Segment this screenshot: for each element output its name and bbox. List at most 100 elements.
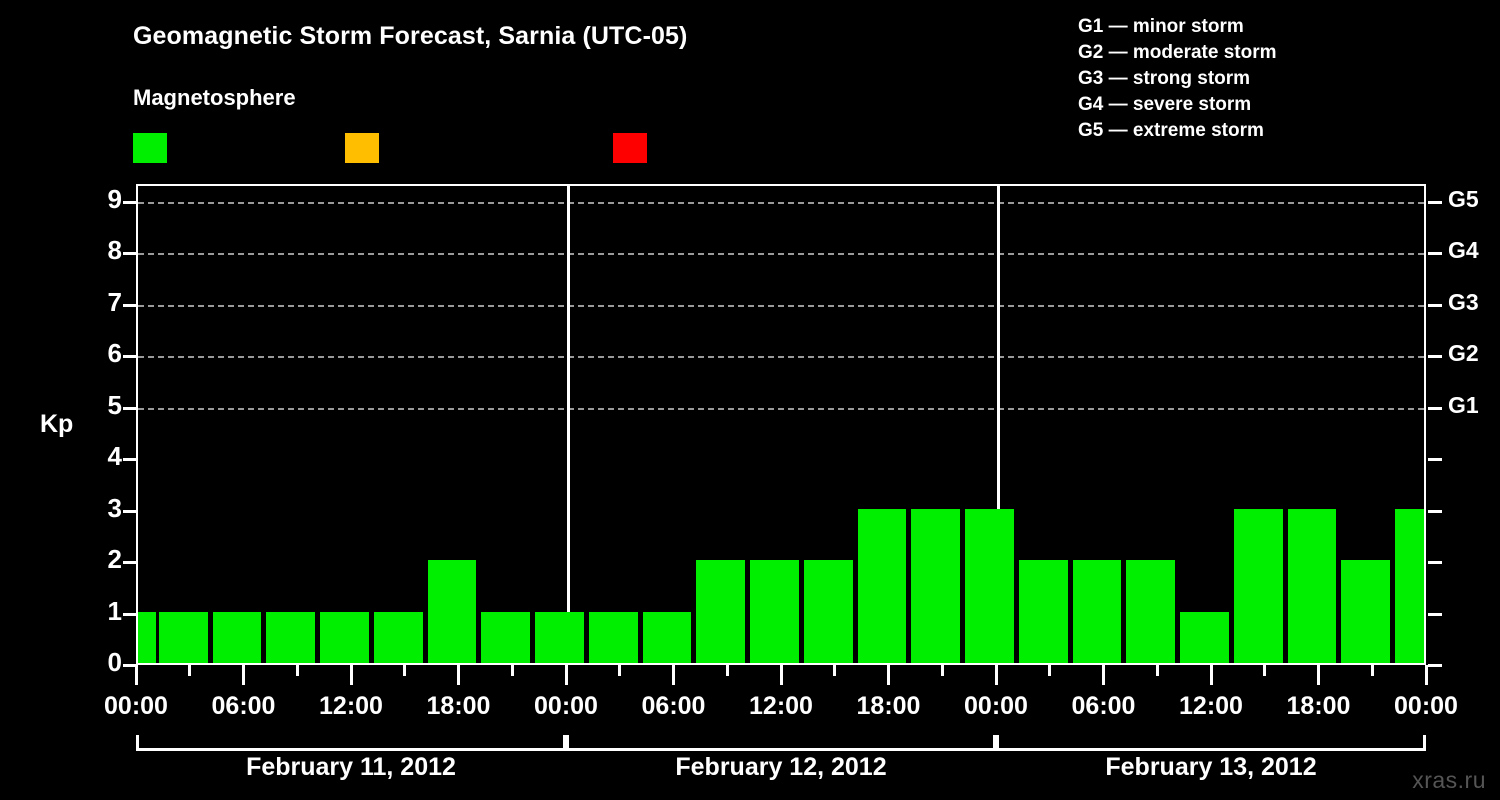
- kp-bar: [158, 611, 208, 663]
- g-axis-label: G5: [1448, 185, 1479, 212]
- kp-bar: [588, 611, 638, 663]
- watermark: xras.ru: [1412, 767, 1486, 793]
- x-tick-label: 18:00: [1286, 692, 1351, 720]
- y-tick-right: [1428, 664, 1442, 667]
- kp-bar: [266, 611, 316, 663]
- kp-bar: [212, 611, 262, 663]
- day-label: February 13, 2012: [1105, 753, 1317, 781]
- y-tick: [123, 252, 136, 255]
- y-tick: [123, 406, 136, 410]
- kp-bar: [1395, 508, 1424, 663]
- x-tick: [887, 665, 890, 685]
- x-tick-label: 06:00: [1071, 692, 1136, 720]
- kp-bar: [535, 611, 584, 663]
- x-tick-label: 06:00: [641, 692, 706, 720]
- y-tick-label: 3: [107, 492, 122, 523]
- x-tick: [188, 665, 192, 676]
- x-tick: [833, 665, 837, 676]
- y-tick-label: 2: [107, 544, 122, 574]
- gridline: [138, 201, 1424, 204]
- x-tick-label: 18:00: [856, 692, 921, 720]
- x-tick: [242, 665, 245, 685]
- legend-label: — quiet: [178, 134, 255, 157]
- storm-swatch: [613, 133, 647, 163]
- y-tick-right: [1428, 355, 1442, 358]
- y-tick-right: [1428, 252, 1442, 255]
- x-tick-label: 00:00: [104, 692, 168, 720]
- y-tick-right: [1428, 200, 1442, 204]
- g-legend-row: G4 — severe storm: [1078, 94, 1252, 115]
- y-axis-title: Kp: [40, 410, 74, 438]
- y-tick-label: 6: [107, 338, 122, 368]
- y-tick: [123, 561, 136, 564]
- x-tick-label: 12:00: [1179, 692, 1243, 720]
- kp-bar: [1180, 611, 1229, 663]
- x-tick: [1317, 665, 1320, 685]
- y-tick: [123, 355, 136, 358]
- y-tick-label: 5: [107, 389, 122, 420]
- y-tick: [123, 612, 136, 616]
- gridline: [138, 304, 1424, 307]
- kp-bar: [1072, 560, 1122, 663]
- plot-area: [136, 184, 1426, 665]
- g-axis-label: G2: [1448, 340, 1479, 366]
- y-tick-label: 7: [107, 286, 122, 317]
- x-tick: [1155, 665, 1159, 676]
- kp-bar: [373, 611, 423, 663]
- y-tick-label: 1: [107, 595, 122, 626]
- y-tick-label: 4: [107, 441, 122, 471]
- quiet-swatch: [133, 133, 167, 163]
- g-legend-row: G1 — minor storm: [1078, 16, 1244, 37]
- legend-label: — disturbed: [393, 134, 516, 157]
- kp-bar: [138, 611, 157, 663]
- g-axis-label: G4: [1448, 237, 1479, 263]
- gridline: [138, 356, 1424, 358]
- y-tick-label: 8: [107, 235, 122, 265]
- y-tick: [123, 509, 136, 513]
- g-legend-row: G2 — moderate storm: [1078, 42, 1277, 63]
- kp-bar: [1341, 560, 1391, 663]
- day-divider: [996, 186, 1000, 663]
- x-tick: [1209, 665, 1213, 685]
- y-tick-label: 9: [107, 183, 122, 214]
- x-tick: [1048, 665, 1052, 676]
- day-bracket: [136, 735, 566, 751]
- x-tick-label: 00:00: [1394, 692, 1458, 720]
- kp-bar: [696, 560, 746, 663]
- x-tick-label: 18:00: [426, 692, 491, 720]
- x-tick-label: 06:00: [211, 692, 276, 720]
- x-tick: [940, 665, 944, 676]
- kp-bar: [857, 508, 907, 663]
- magnetosphere-label: Magnetosphere: [133, 85, 296, 110]
- kp-bar: [1018, 560, 1068, 663]
- kp-bar: [427, 560, 477, 663]
- g-axis-label: G1: [1448, 391, 1479, 418]
- x-tick: [295, 665, 299, 676]
- y-tick-right: [1428, 458, 1442, 461]
- x-tick: [779, 665, 783, 685]
- x-tick: [618, 665, 622, 676]
- legend-label: — geomagnetic storm: [660, 134, 881, 157]
- x-tick: [725, 665, 729, 676]
- day-label: February 11, 2012: [246, 753, 456, 781]
- y-tick-label: 0: [107, 647, 122, 677]
- x-tick: [349, 665, 353, 685]
- kp-bar: [803, 560, 853, 663]
- day-bracket: [566, 735, 996, 751]
- kp-bar: [481, 611, 531, 663]
- x-tick: [134, 665, 138, 685]
- kp-bar: [642, 611, 692, 663]
- x-tick: [1263, 665, 1267, 676]
- y-tick-right: [1428, 561, 1442, 564]
- x-tick-label: 00:00: [534, 692, 598, 720]
- x-tick: [457, 665, 460, 685]
- kp-bar: [750, 560, 799, 663]
- x-tick-label: 12:00: [319, 692, 383, 720]
- day-divider: [566, 186, 570, 663]
- x-tick: [1424, 665, 1428, 685]
- x-tick: [672, 665, 675, 685]
- g-legend-row: G3 — strong storm: [1078, 68, 1251, 89]
- x-tick-label: 00:00: [964, 692, 1028, 720]
- page-title: Geomagnetic Storm Forecast, Sarnia (UTC-…: [133, 22, 688, 50]
